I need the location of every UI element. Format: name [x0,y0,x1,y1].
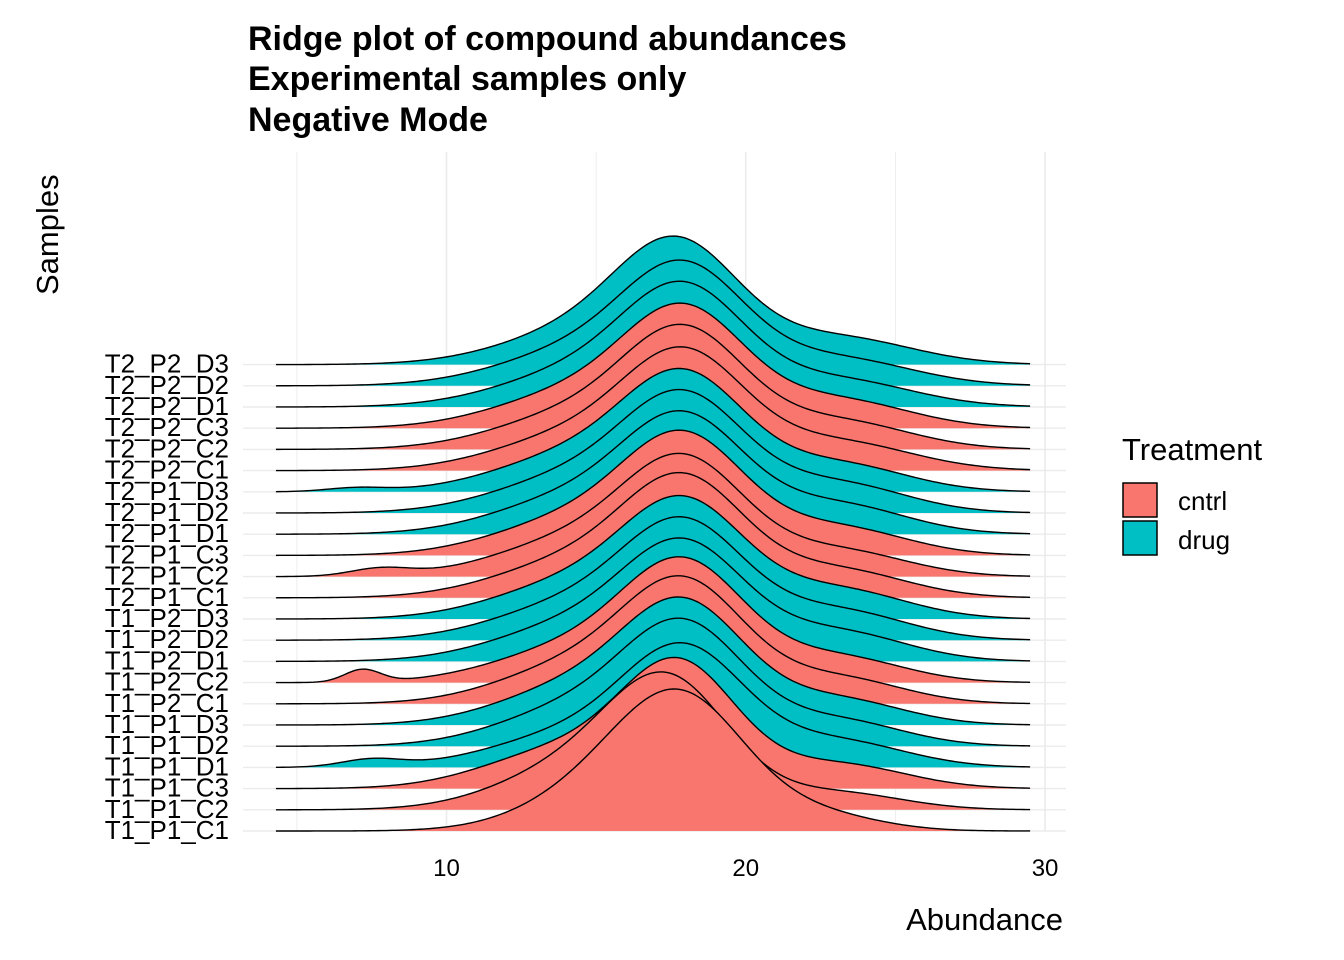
y-tick-label: T2_P1_C2 [105,561,229,591]
ridge-outline-T2_P2_C3 [275,302,1031,429]
ridge-outline-T2_P1_D2 [275,388,1031,514]
y-tick-label: T1_P2_C1 [105,688,229,718]
y-tick-label: T2_P1_D1 [105,518,229,548]
ridge-outline-T1_P1_D1 [275,642,1031,769]
y-tick-label: T2_P2_D3 [105,349,229,379]
y-tick-label: T2_P1_D2 [105,497,229,527]
y-tick-label: T1_P1_D3 [105,709,229,739]
y-tick-label: T2_P2_C2 [105,433,229,463]
chart-title-line-3: Negative Mode [248,101,488,139]
ridge-outline-T1_P1_D2 [275,617,1031,747]
ridge-outline-T1_P2_C1 [275,575,1031,705]
legend-swatch-drug [1122,520,1158,556]
x-tick-label: 10 [433,855,460,882]
y-tick-label: T1_P1_D2 [105,730,229,760]
legend: Treatment cntrl drug [1122,432,1263,556]
ridge-outline-T2_P2_D3 [275,235,1031,366]
ridge-outline-T1_P1_D3 [275,596,1031,726]
y-tick-label: T2_P2_C3 [105,412,229,442]
ridge-outline-T2_P1_C2 [275,452,1031,578]
ridge-outline-T2_P2_D2 [275,259,1031,387]
ridge-outline-T1_P2_C2 [275,556,1031,684]
ridge-outline-T2_P2_C2 [275,323,1031,451]
y-tick-label: T2_P1_D3 [105,476,229,506]
ridge-outline-T1_P1_C1 [275,688,1031,832]
ridge-outline-T2_P1_C3 [275,429,1031,557]
legend-label-drug: drug [1178,525,1230,555]
y-tick-label: T2_P2_C1 [105,455,229,485]
ridge-outline-T1_P2_D2 [275,516,1031,641]
x-axis-title: Abundance [906,902,1063,937]
y-tick-label: T2_P1_C1 [105,582,229,612]
ridge-outline-T2_P2_D1 [275,280,1031,408]
legend-swatch-cntrl [1122,482,1158,518]
y-tick-label: T1_P1_C3 [105,773,229,803]
ridge-outline-T2_P1_D1 [275,410,1031,535]
ridge-outline-T1_P2_D1 [275,537,1031,663]
legend-title: Treatment [1122,432,1263,467]
y-tick-label: T1_P2_D2 [105,624,229,654]
chart-title-line-2: Experimental samples only [248,60,686,98]
y-tick-label: T1_P2_C2 [105,667,229,697]
y-tick-label: T2_P1_C3 [105,539,229,569]
ridge-outline-T2_P1_C1 [275,471,1031,599]
y-tick-label: T1_P2_D3 [105,603,229,633]
x-tick-label: 30 [1032,855,1059,882]
y-axis-title: Samples [30,174,65,295]
x-tick-label: 20 [732,855,759,882]
ridge-outline-T1_P2_D3 [275,494,1031,620]
legend-label-cntrl: cntrl [1178,486,1227,516]
ridge-outline-T1_P1_C2 [275,671,1031,811]
ridge-outline-T1_P1_C3 [275,656,1031,790]
chart-title-line-1: Ridge plot of compound abundances [248,20,847,58]
ridge-outline-T2_P2_C1 [275,346,1031,472]
y-axis-tick-labels: T1_P1_C1T1_P1_C2T1_P1_C3T1_P1_D1T1_P1_D2… [105,349,229,845]
ridges [275,235,1031,832]
y-tick-label: T1_P2_D1 [105,645,229,675]
ridge-outline-T2_P1_D3 [275,367,1031,493]
y-tick-label: T1_P1_D1 [105,751,229,781]
y-tick-label: T2_P2_D1 [105,391,229,421]
ridge-fill-T1_P1_C1 [275,689,1031,831]
y-tick-label: T1_P1_C2 [105,794,229,824]
y-tick-label: T1_P1_C1 [105,815,229,845]
x-axis-tick-labels: 10 20 30 [433,855,1058,882]
y-tick-label: T2_P2_D2 [105,370,229,400]
